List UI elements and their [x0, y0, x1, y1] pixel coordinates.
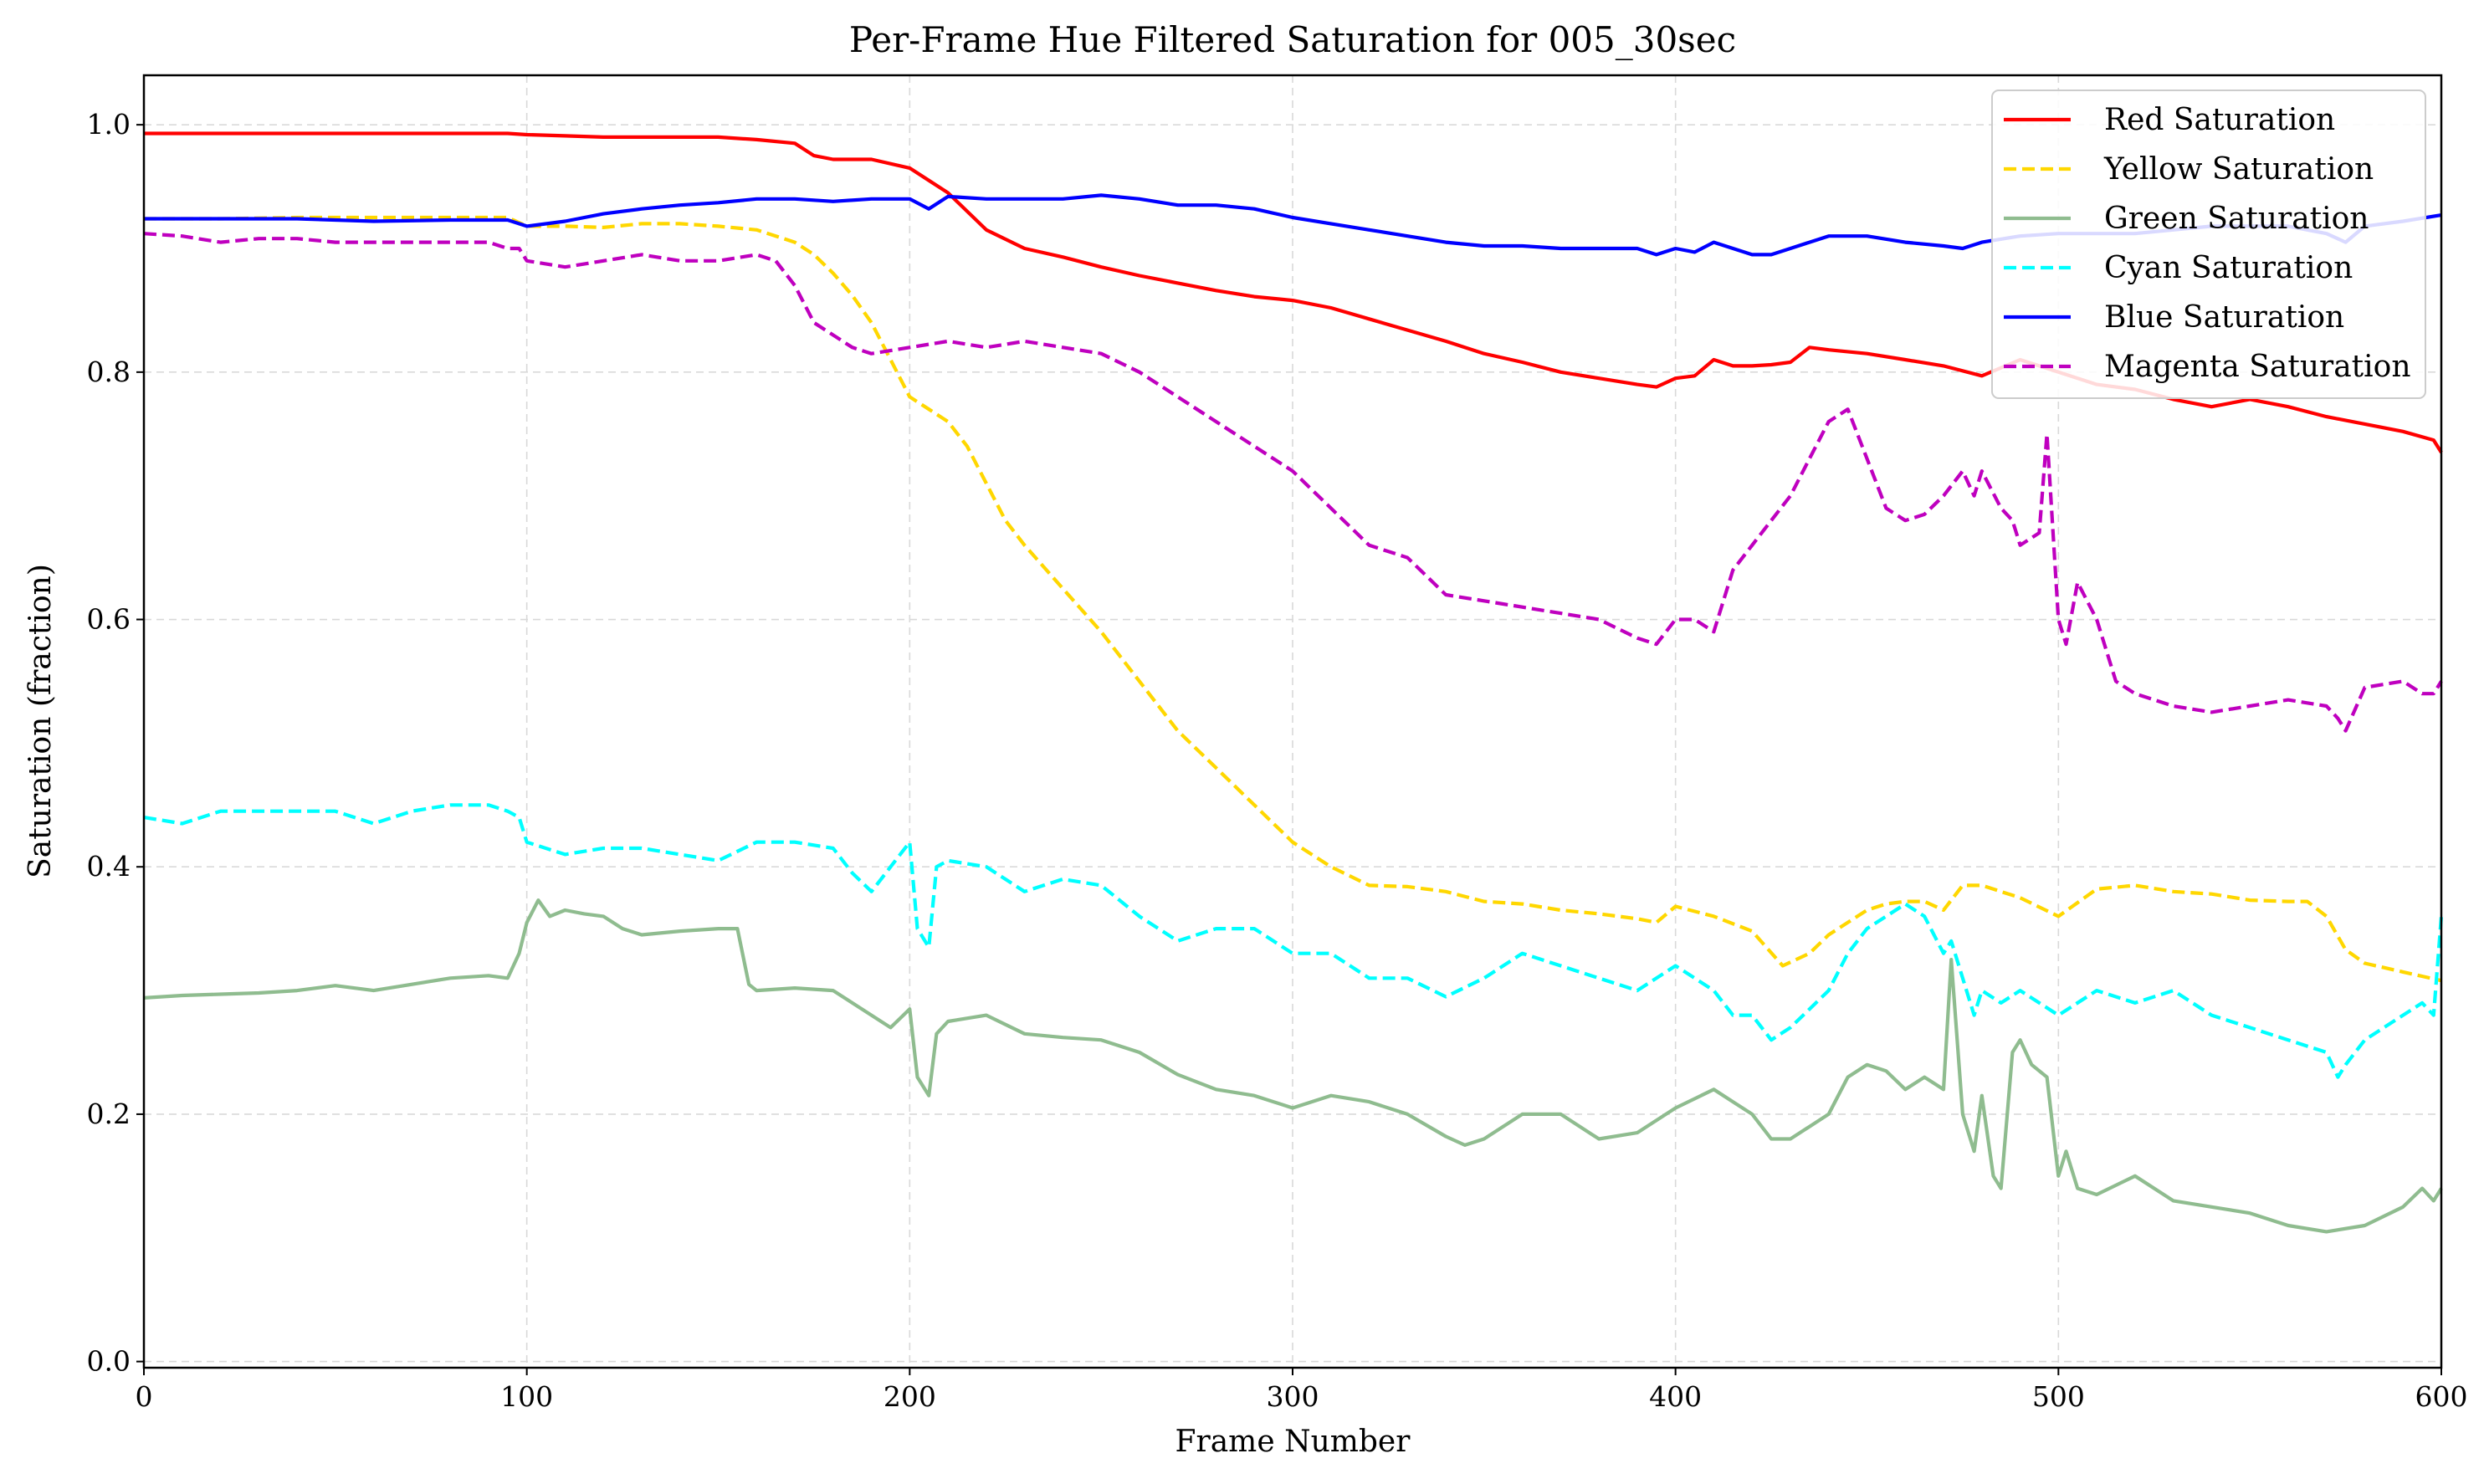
legend-label: Green Saturation	[2104, 202, 2369, 236]
x-tick-label: 400	[1649, 1380, 1702, 1413]
y-axis-label: Saturation (fraction)	[23, 564, 58, 878]
series-line-green-saturation	[143, 898, 2443, 1234]
legend-label: Cyan Saturation	[2104, 251, 2353, 285]
x-tick-label: 200	[883, 1380, 936, 1413]
series-line-magenta-saturation	[143, 232, 2443, 733]
series-line-cyan-saturation	[143, 803, 2444, 1079]
x-axis-label: Frame Number	[1175, 1425, 1411, 1459]
legend-label: Blue Saturation	[2104, 300, 2344, 335]
y-tick-label: 0.2	[87, 1098, 131, 1130]
x-tick-label: 600	[2415, 1380, 2468, 1413]
y-tick-label: 0.6	[87, 603, 131, 636]
legend: Red Saturation Yellow Saturation Green Sat…	[1991, 90, 2426, 399]
y-tick-label: 0.0	[87, 1345, 131, 1378]
y-tick-label: 1.0	[87, 108, 131, 141]
legend-label: Magenta Saturation	[2104, 350, 2411, 384]
legend-label: Yellow Saturation	[2103, 152, 2374, 187]
x-tick-label: 500	[2032, 1380, 2085, 1413]
axis-ticks: 0 100 200 300 400 500 600 0.0 0.2 0.4 0.6 0.8 1.0	[87, 108, 2468, 1413]
y-tick-label: 0.8	[87, 356, 131, 388]
x-tick-label: 100	[500, 1380, 553, 1413]
legend-label: Red Saturation	[2104, 103, 2335, 137]
legend-box	[1991, 90, 2426, 399]
chart-title: Per-Frame Hue Filtered Saturation for 00…	[849, 19, 1736, 60]
x-tick-label: 300	[1267, 1380, 1319, 1413]
x-tick-label: 0	[136, 1380, 153, 1413]
series-line-yellow-saturation	[144, 215, 2442, 983]
y-tick-label: 0.4	[87, 850, 131, 883]
